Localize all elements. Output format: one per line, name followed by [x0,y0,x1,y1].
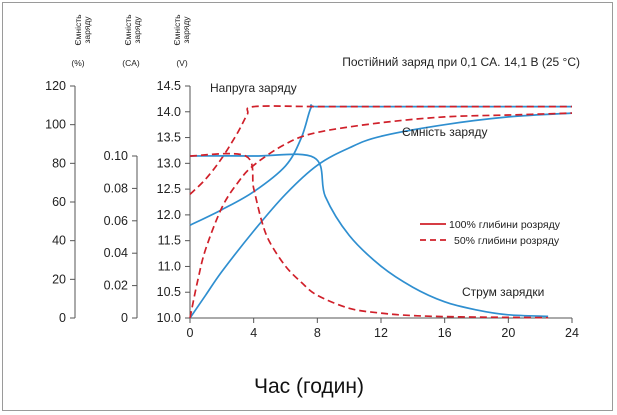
axis1-tick-label: 100 [45,118,66,132]
legend-solid-label: 100% глибини розряду [449,219,561,231]
axis1-tick-label: 0 [59,311,66,325]
axis3-tick-label: 12.5 [157,182,181,196]
axis1-header-line2: заряду [82,16,92,44]
axis3-header-line1: Ємність [172,14,182,46]
axis3-header-line2: заряду [181,16,191,44]
x-tick-label: 24 [565,326,579,340]
axis1-tick-label: 120 [45,79,66,93]
current-label: Струм зарядки [462,285,544,299]
axis2-tick-label: 0.06 [104,214,128,228]
axis2-tick-label: 0.10 [104,149,128,163]
current-curve-50 [189,152,549,319]
axis2-tick-label: 0 [121,311,128,325]
axis1-unit: (%) [71,58,84,68]
axis-headers: Ємність заряду (%) Ємність заряду (CA) Є… [71,14,191,68]
legend-dashed-label: 50% глибини розряду [454,235,560,247]
chart-frame [2,2,613,411]
x-tick-label: 0 [187,326,194,340]
axis3-tick-label: 14.5 [157,79,181,93]
axis3-tick-label: 11.0 [158,259,181,273]
axis3-unit: (V) [176,58,188,68]
axis3-tick-label: 11.5 [158,234,181,248]
x-tick-label: 4 [250,326,257,340]
x-tick-label: 16 [438,326,452,340]
axis3-tick-label: 10.5 [157,285,181,299]
axis1-tick-label: 20 [52,272,66,286]
axis2-header-line2: заряду [132,16,142,44]
axis2-tick-label: 0.04 [104,246,128,260]
axis2-tick-label: 0.02 [104,279,128,293]
voltage-curve-50 [189,105,572,195]
axis2-header-line1: Ємність [123,14,133,46]
x-tick-label: 12 [374,326,388,340]
axis1-header-line1: Ємність [73,14,83,46]
capacity-curve-50 [189,112,573,319]
x-tick-label: 8 [314,326,321,340]
axis2-tick-label: 0.08 [104,181,128,195]
ticks-group: 02040608010012000.020.040.060.080.1010.0… [45,79,579,340]
axis3-tick-label: 10.0 [157,311,181,325]
legend: 100% глибини розряду 50% глибини розряду [420,219,561,247]
axis3-tick-label: 13.0 [157,156,181,170]
voltage-curve-100 [189,104,572,226]
axis3-tick-label: 14.0 [157,105,181,119]
x-tick-label: 20 [501,326,515,340]
axis2-unit: (CA) [122,58,140,68]
axis1-tick-label: 60 [52,195,66,209]
capacity-label: Ємність заряду [402,125,487,139]
curves-group [189,104,573,319]
axis1-tick-label: 80 [52,156,66,170]
capacity-curve-100 [189,112,573,319]
voltage-label: Напруга заряду [210,81,297,95]
axis3-tick-label: 13.5 [157,131,181,145]
chart-title: Постійний заряд при 0,1 CA. 14,1 В (25 °… [342,55,580,69]
current-curve-100 [189,153,549,318]
x-axis-label: Час (годин) [254,375,364,398]
axes-group [74,86,572,319]
axis1-tick-label: 40 [52,234,66,248]
axis3-tick-label: 12.0 [157,208,181,222]
